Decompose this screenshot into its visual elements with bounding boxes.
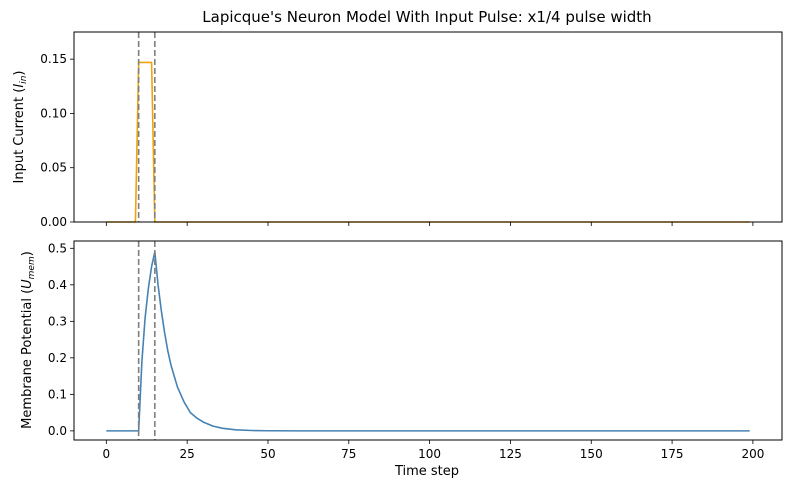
membrane-potential-x-tick-label: 125 — [499, 447, 522, 461]
input-current-axes-frame — [73, 31, 783, 223]
membrane-potential-axes-frame — [73, 240, 783, 441]
membrane-potential-x-tick-label: 175 — [661, 447, 684, 461]
input-current-y-tick-label: 0.10 — [40, 106, 67, 120]
membrane-potential-panel: 0 25 50 75 100 125 150 175 200 0.0 0.1 0.2 0.3 0.4 0.5… — [20, 240, 783, 479]
membrane-potential-y-tick-label: 0.1 — [48, 387, 67, 401]
membrane-potential-y-tick-label: 0.0 — [48, 424, 67, 438]
membrane-potential-y-tick-label: 0.4 — [48, 278, 67, 292]
membrane-potential-ticks: 0 25 50 75 100 125 150 175 200 0.0 0.1 0.2 0.3 0.4 0.5 — [48, 241, 764, 461]
membrane-potential-x-tick-label: 200 — [741, 447, 764, 461]
input-current-y-tick-label: 0.15 — [40, 52, 67, 66]
input-current-series-line-0 — [106, 61, 750, 223]
input-current-ticks: 0.00 0.05 0.10 0.15 — [40, 52, 754, 229]
membrane-potential-x-tick-label: 0 — [103, 447, 111, 461]
chart-title: Lapicque's Neuron Model With Input Pulse… — [202, 8, 651, 26]
membrane-potential-x-tick-label: 75 — [341, 447, 356, 461]
membrane-potential-y-tick-label: 0.2 — [48, 351, 67, 365]
membrane-potential-x-tick-label: 25 — [180, 447, 195, 461]
membrane-potential-x-tick-label: 150 — [580, 447, 603, 461]
membrane-potential-y-tick-label: 0.3 — [48, 314, 67, 328]
input-current-y-tick-label: 0.00 — [40, 215, 67, 229]
input-current-y-tick-label: 0.05 — [40, 161, 67, 175]
membrane-potential-ylabel: Membrane Potential (Umem) — [20, 251, 37, 429]
membrane-potential-series-line-0 — [106, 251, 750, 432]
input-current-marks — [106, 32, 750, 223]
input-current-panel: 0.00 0.05 0.10 0.15 Input Current (Iin) — [12, 31, 783, 229]
input-current-ylabel: Input Current (Iin) — [12, 71, 29, 184]
membrane-potential-x-tick-label: 50 — [260, 447, 275, 461]
membrane-potential-marks — [106, 241, 750, 440]
x-axis-label: Time step — [394, 464, 459, 479]
membrane-potential-x-tick-label: 100 — [418, 447, 441, 461]
membrane-potential-y-tick-label: 0.5 — [48, 241, 67, 255]
